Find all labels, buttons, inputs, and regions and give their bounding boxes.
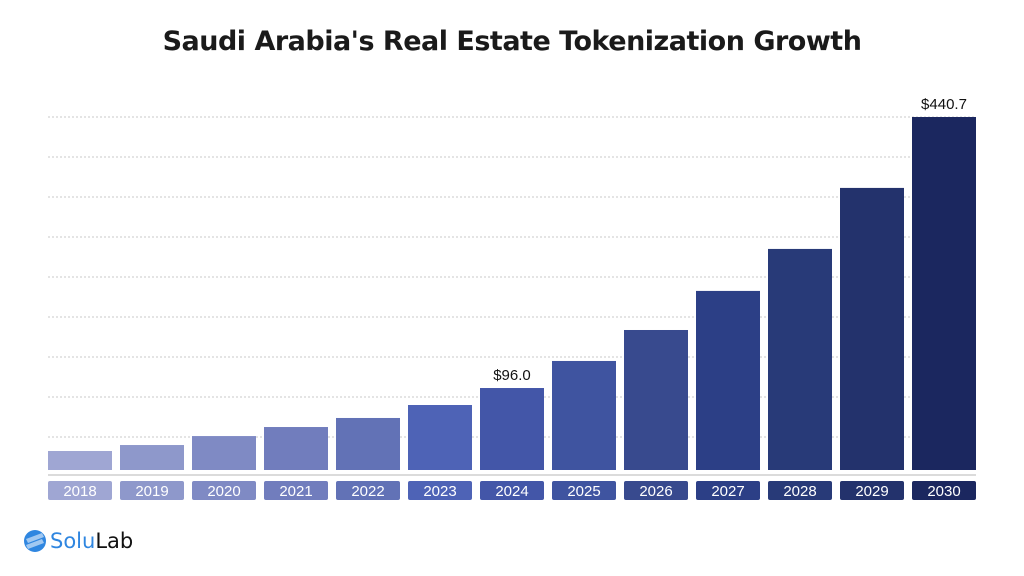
tick-label: 2021 [279, 483, 312, 500]
data-label: $440.7 [921, 96, 967, 113]
tick-label: 2018 [63, 483, 96, 500]
bar-2022 [336, 417, 400, 470]
tick-label-bg [120, 481, 184, 500]
bar-2020 [192, 436, 256, 470]
bar-2019 [120, 445, 184, 470]
bar-2021 [264, 427, 328, 470]
logo-text-lab: Lab [95, 529, 134, 553]
tick-label-bg [912, 481, 976, 500]
tick-label-bg [48, 481, 112, 500]
bar-2018 [48, 450, 112, 470]
bar-2030 [912, 117, 976, 470]
chart-title: Saudi Arabia's Real Estate Tokenization … [162, 26, 862, 57]
tick-label-bg [552, 481, 616, 500]
tick-label-bg [480, 481, 544, 500]
tick-label-bg [840, 481, 904, 500]
tick-label: 2019 [135, 483, 168, 500]
tick-label-bg [264, 481, 328, 500]
tick-label: 2023 [423, 483, 456, 500]
bar-2025 [552, 360, 616, 470]
tick-label: 2029 [855, 483, 888, 500]
solulab-logo: Solu Lab [22, 528, 133, 554]
tick-label-bg [696, 481, 760, 500]
tick-label-bg [408, 481, 472, 500]
data-label: $96.0 [493, 367, 531, 384]
logo-text-solu: Solu [50, 529, 96, 553]
tick-label: 2024 [495, 483, 528, 500]
tick-label-bg [768, 481, 832, 500]
tick-label: 2026 [639, 483, 672, 500]
tick-label-bg [624, 481, 688, 500]
tick-label-bg [336, 481, 400, 500]
tick-label: 2030 [927, 483, 960, 500]
tick-label-bg [192, 481, 256, 500]
bar-2026 [624, 329, 688, 470]
bar-2023 [408, 405, 472, 470]
tick-label: 2020 [207, 483, 240, 500]
bar-2027 [696, 290, 760, 470]
solulab-logo-icon [24, 530, 46, 552]
tick-label: 2022 [351, 483, 384, 500]
bar-2029 [840, 187, 904, 470]
tick-label: 2028 [783, 483, 816, 500]
bar-2024 [480, 388, 544, 470]
tick-label: 2025 [567, 483, 600, 500]
bar-2028 [768, 248, 832, 470]
tick-label: 2027 [711, 483, 744, 500]
